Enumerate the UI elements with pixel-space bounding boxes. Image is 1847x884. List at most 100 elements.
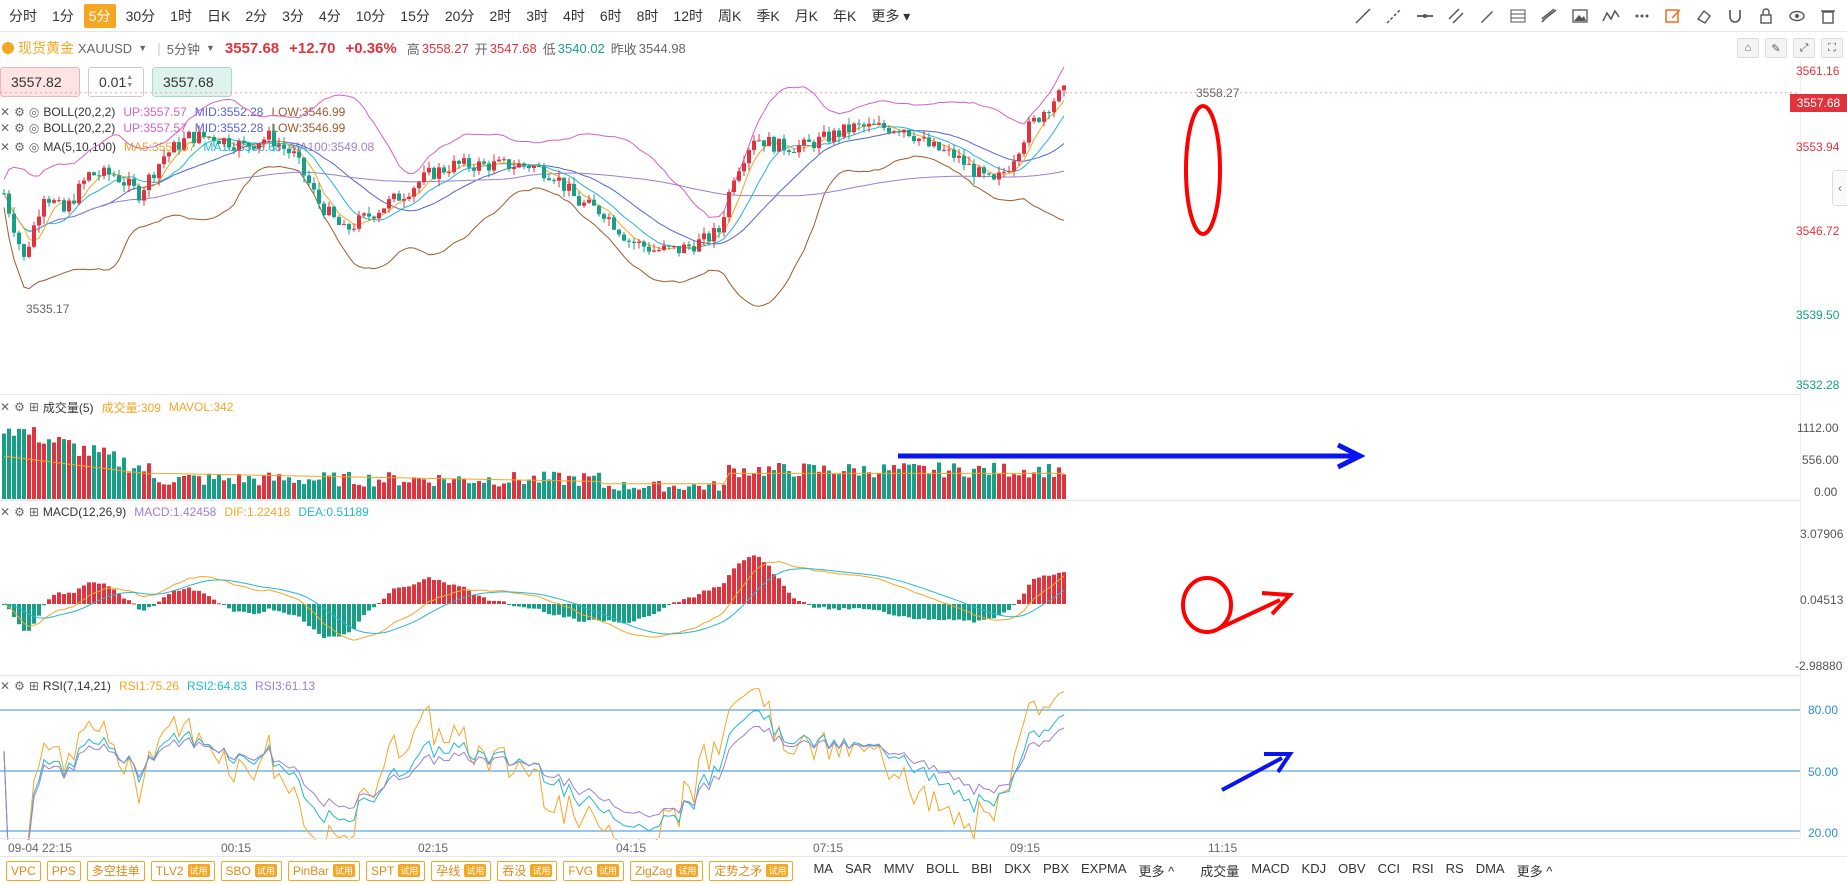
settings-icon[interactable]: ⚙ — [14, 400, 25, 414]
period-7[interactable]: 3分 — [282, 7, 304, 24]
eye-icon[interactable]: ◎ — [28, 105, 40, 119]
ray-line-icon[interactable] — [1383, 6, 1405, 26]
sub-indicator-item[interactable]: MACD — [1251, 861, 1290, 876]
main-indicator-item[interactable]: 更多 ^ — [1138, 864, 1175, 879]
sub-indicator-item[interactable]: RSI — [1411, 861, 1434, 876]
more-dots-icon[interactable] — [1631, 6, 1653, 26]
eraser-icon[interactable] — [1693, 6, 1715, 26]
period-0[interactable]: 分时 — [9, 7, 37, 24]
close-icon[interactable]: ✕ — [0, 121, 11, 135]
settings-icon[interactable]: ⚙ — [14, 121, 25, 135]
eye-icon[interactable]: ◎ — [28, 121, 40, 135]
sub-indicator-item[interactable]: 更多 ^ — [1516, 864, 1553, 879]
period-16[interactable]: 8时 — [636, 7, 659, 24]
collapse-icon[interactable]: ⊞ — [28, 400, 39, 414]
eye-icon[interactable] — [1786, 6, 1808, 26]
pencil-icon[interactable]: ✎ — [1765, 38, 1787, 58]
settings-icon[interactable]: ⚙ — [14, 140, 25, 154]
tool-button[interactable]: TLV2 试用 — [150, 860, 215, 881]
period-3[interactable]: 30分 — [125, 7, 156, 24]
period-20[interactable]: 月K — [794, 7, 819, 24]
period-19[interactable]: 季K — [756, 7, 780, 24]
settings-icon[interactable]: ⚙ — [14, 105, 25, 119]
period-2[interactable]: 5分 — [83, 3, 116, 28]
main-indicator-item[interactable]: BOLL — [926, 861, 960, 876]
interval-select[interactable]: 5分钟 — [166, 41, 200, 57]
tool-button[interactable]: 定势之矛 试用 — [709, 860, 794, 881]
close-icon[interactable]: ✕ — [0, 505, 11, 519]
lock-icon[interactable] — [1755, 6, 1777, 26]
main-indicator-item[interactable]: MA — [813, 861, 833, 876]
period-18[interactable]: 周K — [718, 7, 742, 24]
close-icon[interactable]: ✕ — [0, 105, 11, 119]
period-22[interactable]: 更多 ▾ — [871, 7, 911, 24]
period-11[interactable]: 20分 — [444, 7, 475, 24]
tool-button[interactable]: PPS — [46, 860, 81, 881]
sub-indicator-item[interactable]: CCI — [1377, 861, 1400, 876]
fullscreen-icon[interactable]: ⛶ — [1821, 38, 1843, 58]
parallel-channel-icon[interactable] — [1445, 6, 1467, 26]
tool-button[interactable]: 多空挂单 — [86, 860, 145, 881]
brush-icon[interactable] — [1538, 6, 1560, 26]
main-indicator-item[interactable]: MMV — [883, 861, 915, 876]
trend-line-icon[interactable] — [1352, 6, 1374, 26]
sub-indicator-item[interactable]: DMA — [1475, 861, 1505, 876]
close-icon[interactable]: ✕ — [0, 679, 11, 693]
chevron-down-icon[interactable]: ▼ — [138, 43, 148, 53]
period-1[interactable]: 1分 — [52, 7, 74, 24]
pen-icon[interactable] — [1476, 6, 1498, 26]
candlestick-chart[interactable]: 3558.27 3535.17 — [0, 60, 1800, 840]
main-indicator-item[interactable]: EXPMA — [1081, 861, 1127, 876]
magnet-icon[interactable] — [1724, 6, 1746, 26]
main-indicator-item[interactable]: PBX — [1042, 861, 1069, 876]
period-14[interactable]: 4时 — [563, 7, 585, 24]
image-icon[interactable] — [1569, 6, 1591, 26]
period-15[interactable]: 6时 — [599, 7, 622, 24]
main-indicator-item[interactable]: SAR — [844, 861, 872, 876]
chart-type-icon[interactable]: ⌂ — [1737, 38, 1759, 58]
quantity-stepper[interactable]: 0.01 ▲ ▼ — [88, 67, 144, 97]
quantity-value[interactable]: 0.01 — [99, 74, 127, 90]
chevron-left-icon[interactable]: ‹ — [1832, 170, 1847, 206]
tool-button[interactable]: PinBar 试用 — [287, 860, 360, 881]
chevron-down-icon[interactable]: ▼ — [205, 43, 215, 53]
period-21[interactable]: 年K — [833, 7, 857, 24]
main-indicator-item[interactable]: DKX — [1004, 861, 1031, 876]
sub-indicator-item[interactable]: OBV — [1338, 861, 1366, 876]
trash-icon[interactable] — [1817, 6, 1839, 26]
tool-button[interactable]: FVG 试用 — [563, 860, 625, 881]
period-10[interactable]: 15分 — [400, 7, 430, 24]
collapse-icon[interactable]: ⊞ — [28, 679, 39, 693]
tool-button[interactable]: 孕线 试用 — [431, 860, 492, 881]
close-icon[interactable]: ✕ — [0, 140, 11, 154]
wave-icon[interactable] — [1600, 6, 1622, 26]
sub-indicator-item[interactable]: RS — [1445, 861, 1464, 876]
period-13[interactable]: 3时 — [526, 7, 549, 24]
settings-icon[interactable]: ⚙ — [14, 505, 25, 519]
pane-divider[interactable] — [0, 394, 1800, 395]
edit-icon[interactable] — [1662, 6, 1684, 26]
period-9[interactable]: 10分 — [355, 7, 386, 24]
tool-button[interactable]: SBO 试用 — [220, 860, 282, 881]
symbol-name[interactable]: 现货黄金 — [18, 40, 74, 56]
settings-icon[interactable]: ⚙ — [14, 679, 25, 693]
period-12[interactable]: 2时 — [489, 7, 512, 24]
expand-icon[interactable]: ⤢ — [1793, 38, 1815, 58]
sell-price-button[interactable]: 3557.82 — [0, 67, 80, 97]
pane-divider[interactable] — [0, 675, 1800, 676]
eye-icon[interactable]: ◎ — [28, 140, 40, 154]
symbol-code[interactable]: XAUUSD — [78, 40, 133, 56]
tool-button[interactable]: VPC — [6, 860, 41, 881]
collapse-icon[interactable]: ⊞ — [28, 505, 39, 519]
sub-indicator-item[interactable]: 成交量 — [1200, 864, 1240, 879]
period-4[interactable]: 1时 — [170, 7, 192, 24]
period-6[interactable]: 2分 — [245, 7, 268, 24]
period-8[interactable]: 4分 — [318, 7, 341, 24]
stepper-arrows-icon[interactable]: ▲ ▼ — [126, 74, 134, 89]
horizontal-line-icon[interactable] — [1414, 6, 1436, 26]
main-indicator-item[interactable]: BBI — [971, 861, 993, 876]
tool-button[interactable]: 吞没 试用 — [497, 860, 558, 881]
fibonacci-icon[interactable] — [1507, 6, 1529, 26]
tool-button[interactable]: ZigZag 试用 — [630, 860, 704, 881]
close-icon[interactable]: ✕ — [0, 400, 11, 414]
